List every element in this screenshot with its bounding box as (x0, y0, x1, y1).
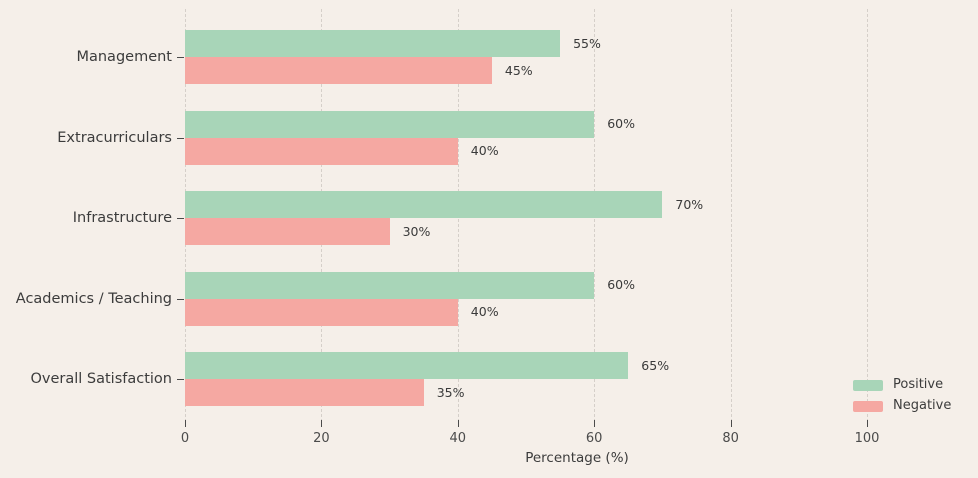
value-label-positive: 55% (573, 35, 601, 51)
bar-positive (185, 30, 561, 57)
y-tick-mark (177, 379, 184, 380)
category-label: Management (76, 49, 172, 65)
x-tick-mark-100 (867, 420, 868, 427)
value-label-positive: 65% (641, 357, 670, 373)
legend-swatch-negative (853, 401, 883, 412)
value-label-positive: 60% (607, 116, 635, 131)
gridline-100 (867, 9, 868, 427)
gridline-80 (730, 9, 732, 427)
bar-negative (185, 298, 458, 326)
x-tick-label-60: 60 (585, 431, 603, 446)
bar-negative (185, 218, 390, 245)
category-label: Overall Satisfaction (30, 371, 172, 387)
legend-label-negative: Negative (893, 398, 952, 413)
value-label-negative: 45% (504, 62, 533, 78)
bar-positive (185, 110, 595, 138)
bar-negative (185, 57, 492, 84)
value-label-negative: 40% (470, 304, 499, 319)
x-axis-title: Percentage (%) (525, 450, 629, 466)
x-tick-mark-0 (185, 420, 186, 427)
gridline-60 (594, 9, 596, 427)
y-tick-mark (177, 298, 184, 300)
x-tick-mark-80 (730, 420, 732, 427)
bar-negative (185, 379, 424, 406)
value-label-positive: 70% (675, 196, 704, 212)
value-label-negative: 30% (402, 223, 431, 239)
value-label-negative: 35% (436, 384, 465, 400)
x-tick-mark-40 (457, 420, 459, 427)
value-label-negative: 40% (470, 143, 499, 158)
x-tick-mark-20 (321, 420, 323, 427)
x-tick-label-40: 40 (449, 431, 467, 446)
x-tick-label-20: 20 (313, 431, 330, 446)
bar-positive (185, 352, 629, 379)
gridline-40 (457, 9, 459, 427)
y-tick-mark (177, 57, 184, 58)
x-tick-label-80: 80 (722, 431, 739, 446)
x-tick-mark-60 (594, 420, 596, 427)
bar-positive (185, 191, 663, 218)
category-label: Academics / Teaching (15, 290, 172, 307)
value-label-positive: 60% (607, 277, 635, 292)
legend-label-positive: Positive (893, 377, 944, 392)
x-tick-label-0: 0 (180, 431, 190, 446)
y-tick-mark (177, 137, 184, 139)
x-tick-label-100: 100 (854, 431, 880, 446)
category-label: Extracurriculars (57, 129, 172, 146)
bar-negative (185, 137, 458, 165)
category-label: Infrastructure (72, 210, 172, 226)
legend-swatch-positive (853, 380, 883, 391)
y-tick-mark (177, 218, 184, 219)
bar-positive (185, 271, 595, 299)
